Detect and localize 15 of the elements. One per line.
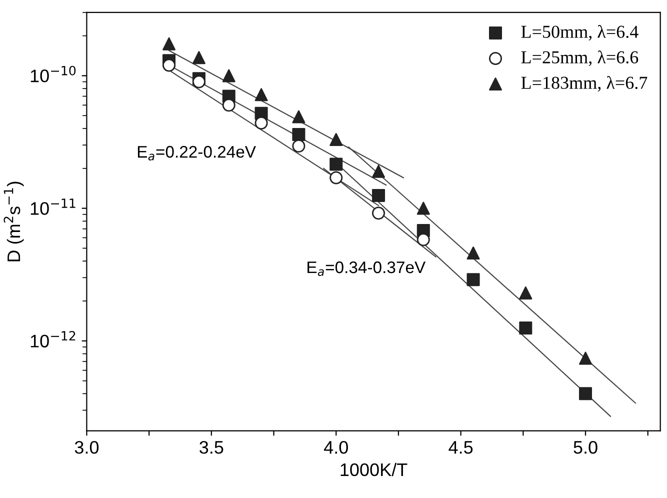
legend-label: L=183mm, λ=6.7 (521, 76, 648, 92)
x-tick-label: 3.5 (200, 440, 224, 454)
y-tick-label: 10$^{−11}$ (30, 198, 76, 215)
x-tick-label: 3.0 (74, 440, 99, 454)
y-axis-title: D (m$^{2}$s$^{−1}$) (4, 182, 24, 262)
annotation: E$_{a}$=0.22-0.24eV (138, 146, 256, 160)
y-tick-label: 10$^{−12}$ (30, 331, 76, 348)
x-tick-label: 4.5 (448, 441, 473, 454)
legend-label: L=50mm, λ=6.4 (521, 25, 638, 41)
legend-label: L=25mm, λ=6.6 (521, 50, 638, 66)
annotation: E$_{a}$=0.34-0.37eV (308, 261, 426, 276)
x-tick-label: 5.0 (574, 440, 598, 454)
y-tick-label: 10$^{−10}$ (30, 66, 76, 82)
x-tick-label: 4.0 (324, 440, 348, 454)
x-axis-title: 1000K/T (340, 462, 408, 476)
